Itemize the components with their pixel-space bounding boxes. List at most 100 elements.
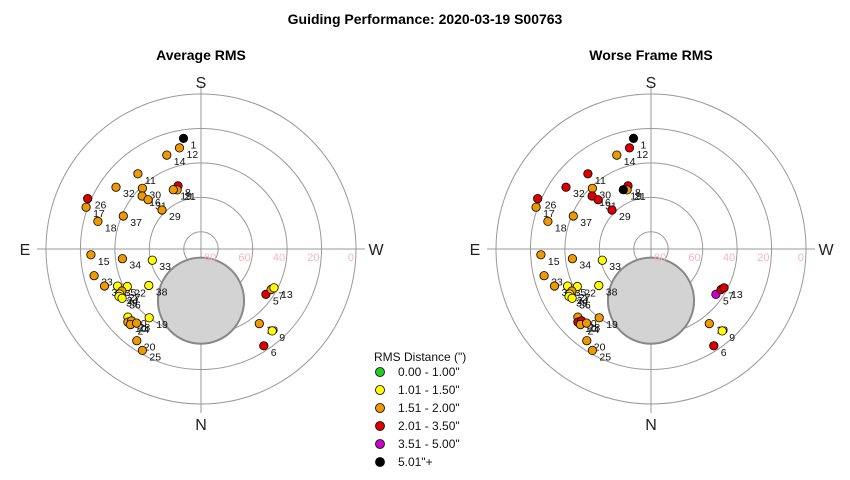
data-point-label: 26 bbox=[545, 200, 557, 212]
data-point bbox=[587, 345, 598, 355]
data-point-label: 7 bbox=[728, 291, 734, 303]
legend-swatch bbox=[375, 421, 385, 431]
data-point-label: 15 bbox=[548, 256, 560, 268]
data-point bbox=[607, 205, 617, 215]
data-point bbox=[593, 195, 603, 205]
legend: RMS Distance (") 0.00 - 1.00" 1.01 - 1.50… bbox=[374, 350, 466, 469]
data-point bbox=[157, 205, 167, 215]
data-point bbox=[117, 254, 128, 264]
data-point-label: 32 bbox=[573, 188, 585, 200]
data-point bbox=[612, 150, 622, 160]
data-point bbox=[118, 211, 128, 221]
compass-label-top: S bbox=[646, 75, 657, 92]
data-point bbox=[174, 143, 185, 153]
data-point-label: 24 bbox=[127, 295, 139, 307]
altitude-tick-label: 20 bbox=[757, 252, 769, 264]
data-point-label: 20 bbox=[144, 342, 156, 354]
data-point bbox=[536, 250, 546, 260]
data-point-label: 20 bbox=[594, 342, 606, 354]
data-point-label: 38 bbox=[606, 287, 618, 299]
data-point-label: 17 bbox=[93, 208, 105, 220]
data-point bbox=[269, 283, 279, 293]
data-point bbox=[162, 150, 172, 160]
data-point bbox=[83, 194, 93, 204]
legend-label: 3.51 - 5.00" bbox=[398, 437, 460, 451]
data-point bbox=[717, 326, 727, 336]
data-point bbox=[581, 318, 592, 328]
data-point bbox=[132, 318, 142, 328]
data-point bbox=[533, 194, 543, 204]
data-point-label: 14 bbox=[624, 156, 636, 168]
data-point-label: 2 bbox=[138, 326, 144, 338]
data-point-label: 38 bbox=[156, 287, 168, 299]
data-point-label: 25 bbox=[599, 351, 611, 363]
altitude-tick-label: 60 bbox=[238, 252, 250, 264]
data-point-label: 13 bbox=[731, 289, 743, 301]
data-point bbox=[543, 216, 553, 226]
data-point-label: 16 bbox=[599, 197, 611, 209]
data-point bbox=[117, 293, 127, 303]
data-point-label: 25 bbox=[149, 351, 161, 363]
data-point-label: 27 bbox=[579, 292, 591, 304]
data-point bbox=[133, 169, 143, 179]
data-point bbox=[147, 255, 157, 265]
data-point bbox=[704, 318, 714, 329]
data-point bbox=[709, 341, 719, 351]
legend-label: 1.01 - 1.50" bbox=[398, 383, 460, 397]
data-point bbox=[144, 280, 154, 291]
data-point bbox=[137, 183, 147, 193]
data-point-label: 35 bbox=[575, 287, 587, 299]
data-point-label: 39 bbox=[576, 297, 588, 309]
data-point-label: 27 bbox=[129, 292, 141, 304]
legend-items: 0.00 - 1.00" 1.01 - 1.50" 1.51 - 2.00" 2.01… bbox=[375, 365, 460, 469]
legend-label: 2.01 - 3.50" bbox=[398, 419, 460, 433]
compass-label-left: E bbox=[470, 242, 481, 259]
data-point-label: 10 bbox=[585, 323, 597, 335]
data-point-label: 21 bbox=[184, 191, 196, 203]
data-point-label: 3 bbox=[112, 287, 118, 299]
altitude-tick-label: 60 bbox=[688, 252, 700, 264]
data-point bbox=[254, 318, 264, 329]
data-point-label: 19 bbox=[180, 191, 192, 203]
data-point-label: 39 bbox=[126, 297, 138, 309]
altitude-tick-label: 20 bbox=[307, 252, 319, 264]
legend-label: 0.00 - 1.00" bbox=[398, 365, 460, 379]
data-point-label: 8 bbox=[185, 187, 191, 199]
data-point-label: 5 bbox=[273, 295, 279, 307]
data-point-label: 29 bbox=[169, 211, 181, 223]
data-point bbox=[567, 293, 577, 303]
data-point-label: 11 bbox=[595, 175, 606, 187]
legend-swatch bbox=[375, 457, 385, 467]
data-point bbox=[561, 182, 571, 192]
legend-swatch bbox=[375, 403, 385, 413]
data-point bbox=[567, 254, 578, 264]
data-point bbox=[132, 336, 142, 346]
legend-swatch bbox=[375, 367, 385, 377]
shaded-region bbox=[156, 256, 246, 345]
data-point-label: 22 bbox=[584, 288, 596, 300]
data-point-label: 18 bbox=[555, 222, 567, 234]
data-point-label: 4 bbox=[594, 324, 600, 336]
data-point-label: 1 bbox=[191, 139, 197, 151]
data-point-label: 19 bbox=[630, 191, 642, 203]
data-point bbox=[594, 280, 604, 291]
data-point-label: 7 bbox=[278, 291, 284, 303]
data-point bbox=[618, 185, 628, 195]
data-point bbox=[597, 255, 607, 265]
data-point-label: 33 bbox=[609, 261, 621, 273]
data-point bbox=[144, 313, 154, 323]
data-point bbox=[549, 281, 560, 291]
data-point-label: 18 bbox=[105, 222, 117, 234]
data-point-label: 19 bbox=[606, 319, 618, 331]
altitude-tick-label: 0 bbox=[348, 252, 354, 264]
data-point-label: 9 bbox=[729, 332, 735, 344]
data-point bbox=[594, 313, 604, 323]
data-point-label: 33 bbox=[159, 261, 171, 273]
data-point-label: 22 bbox=[134, 288, 146, 300]
data-point-label: 11 bbox=[145, 175, 156, 187]
data-point-label: 2 bbox=[588, 326, 594, 338]
data-point bbox=[719, 283, 729, 293]
data-point bbox=[539, 271, 549, 281]
legend-title: RMS Distance (") bbox=[374, 350, 466, 364]
